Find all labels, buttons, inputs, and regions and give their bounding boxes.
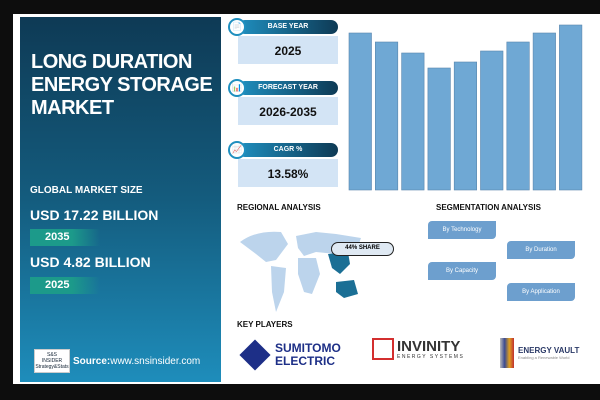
share-callout: 44% SHARE (331, 242, 394, 256)
stat-value: 2026-2035 (238, 97, 338, 125)
key-players-title: KEY PLAYERS (237, 320, 293, 329)
stat-label: FORECAST YEAR (238, 81, 338, 95)
forecast-value: USD 17.22 BILLION (30, 207, 159, 223)
bar-1 (348, 32, 372, 191)
player-subtitle: Enabling a Renewable World (518, 355, 570, 360)
stat-base-year: 📄 BASE YEAR 2025 (228, 18, 338, 64)
base-value: USD 4.82 BILLION (30, 254, 151, 270)
bar-5 (453, 61, 477, 191)
bar-chart-icon: 📊 (228, 79, 246, 97)
sns-insider-logo: S&S INSIDER Strategy&Stats (34, 349, 70, 373)
page-title: LONG DURATION ENERGY STORAGE MARKET (31, 51, 213, 120)
stat-label: CAGR % (238, 143, 338, 157)
bar-7 (506, 41, 530, 191)
bar-4 (427, 67, 451, 191)
map-land (240, 231, 361, 312)
bar-6 (480, 50, 504, 191)
name-line: ELECTRIC (275, 354, 335, 368)
player-name: INVINITY (397, 337, 461, 355)
stat-forecast-year: 📊 FORECAST YEAR 2026-2035 (228, 79, 338, 125)
stat-value: 2025 (238, 36, 338, 64)
segment-by-duration: By Duration (507, 241, 575, 259)
player-invinity: INVINITY ENERGY SYSTEMS (372, 338, 464, 360)
energy-vault-logo (500, 338, 514, 368)
bar-3 (401, 52, 425, 191)
bar-8 (532, 32, 556, 191)
segmentation-analysis-title: SEGMENTATION ANALYSIS (436, 203, 541, 212)
forecast-year-badge: 2035 (30, 229, 100, 246)
player-subtitle: ENERGY SYSTEMS (397, 353, 465, 360)
source: S&S INSIDER Strategy&Stats Source:www.snsi… (34, 349, 200, 373)
bar-2 (374, 41, 399, 191)
bar-9 (559, 24, 583, 191)
global-market-size-label: GLOBAL MARKET SIZE (30, 185, 143, 196)
sumitomo-logo (238, 338, 272, 372)
base-year-badge: 2025 (30, 277, 100, 294)
energy-vault-name: ENERGY VAULT Enabling a Renewable World (518, 346, 579, 360)
segment-by-application: By Application (507, 283, 575, 301)
sumitomo-name: SUMITOMO ELECTRIC (275, 342, 341, 368)
growth-icon: 📈 (228, 141, 246, 159)
bar-chart (348, 24, 583, 191)
player-name: ENERGY VAULT (518, 346, 580, 355)
invinity-name: INVINITY ENERGY SYSTEMS (397, 339, 464, 360)
player-energy-vault: ENERGY VAULT Enabling a Renewable World (500, 338, 579, 368)
source-label: Source: (73, 355, 111, 367)
world-map (240, 231, 361, 312)
title-line: ENERGY STORAGE (31, 74, 213, 96)
stat-label: BASE YEAR (238, 20, 338, 34)
document-icon: 📄 (228, 18, 246, 36)
asia-pacific-highlight (328, 252, 358, 298)
source-link[interactable]: www.snsinsider.com (110, 355, 201, 367)
regional-analysis-title: REGIONAL ANALYSIS (237, 203, 321, 212)
stat-value: 13.58% (238, 159, 338, 187)
segment-by-capacity: By Capacity (428, 262, 496, 280)
name-line: SUMITOMO (275, 341, 341, 355)
stat-cagr: 📈 CAGR % 13.58% (228, 141, 338, 187)
invinity-logo (372, 338, 394, 360)
segment-by-technology: By Technology (428, 221, 496, 239)
title-line: LONG DURATION (31, 51, 192, 73)
player-sumitomo: SUMITOMO ELECTRIC (238, 338, 341, 372)
title-line: MARKET (31, 97, 114, 119)
left-panel: LONG DURATION ENERGY STORAGE MARKET GLOB… (20, 17, 221, 382)
